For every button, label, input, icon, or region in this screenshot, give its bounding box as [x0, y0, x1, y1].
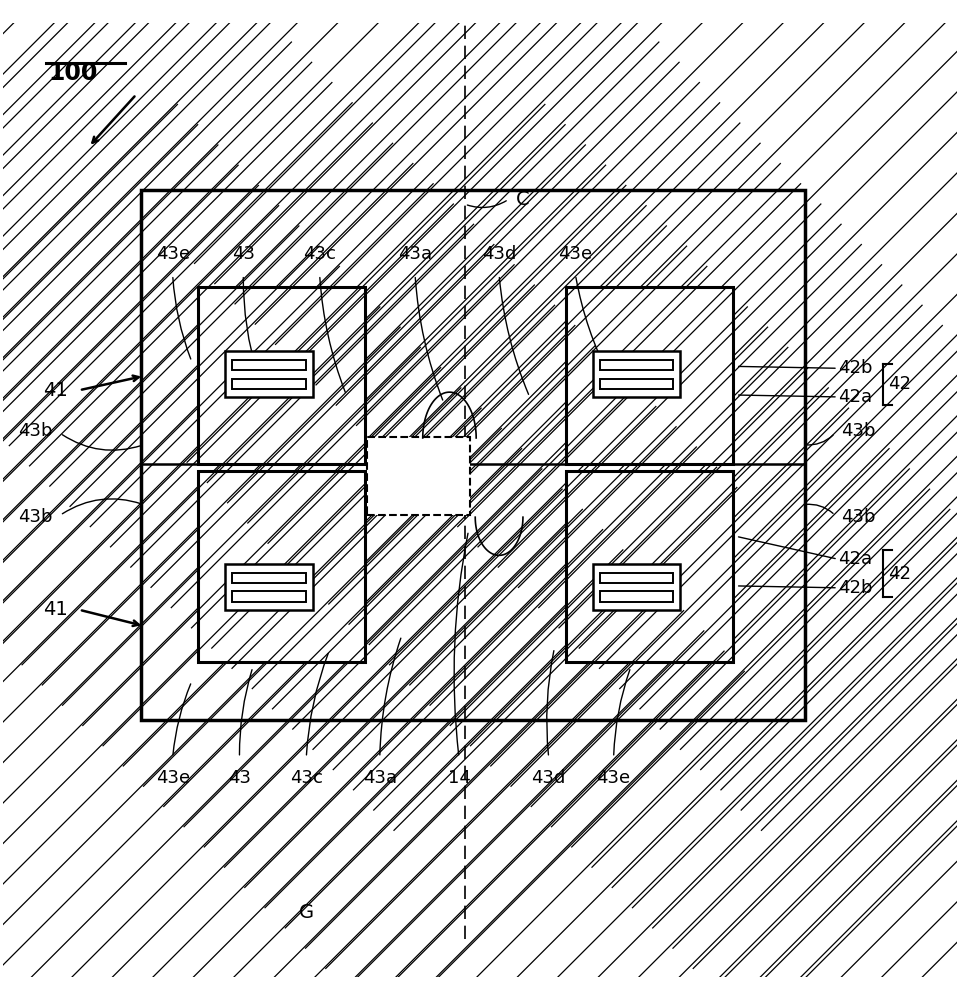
- Bar: [565, 287, 732, 464]
- Text: 43a: 43a: [398, 245, 432, 263]
- Bar: [141, 190, 804, 720]
- Text: 43e: 43e: [596, 769, 631, 787]
- Text: 43c: 43c: [290, 769, 323, 787]
- Text: 42a: 42a: [838, 388, 872, 406]
- Bar: [199, 287, 366, 464]
- Bar: [232, 360, 306, 370]
- Bar: [232, 379, 306, 389]
- Bar: [368, 437, 470, 515]
- Text: 42b: 42b: [838, 359, 873, 377]
- Text: 43d: 43d: [532, 769, 565, 787]
- Text: 42: 42: [889, 565, 911, 583]
- Bar: [600, 360, 673, 370]
- Text: 43b: 43b: [18, 422, 53, 440]
- Bar: [600, 573, 673, 583]
- Text: C: C: [516, 190, 530, 209]
- Text: 41: 41: [43, 381, 67, 400]
- Text: 43: 43: [231, 245, 254, 263]
- Text: 14: 14: [447, 769, 470, 787]
- Bar: [199, 287, 366, 464]
- Text: 41: 41: [43, 600, 67, 619]
- Text: 43: 43: [228, 769, 251, 787]
- Text: 43b: 43b: [841, 508, 876, 526]
- Bar: [141, 190, 804, 720]
- Bar: [600, 591, 673, 602]
- Bar: [232, 591, 306, 602]
- Text: 42: 42: [889, 375, 911, 393]
- Text: 43e: 43e: [559, 245, 592, 263]
- Bar: [592, 564, 681, 610]
- Bar: [226, 351, 313, 397]
- Bar: [592, 351, 681, 397]
- Bar: [565, 471, 732, 662]
- Text: 100: 100: [49, 61, 98, 85]
- Text: 43a: 43a: [363, 769, 396, 787]
- Bar: [199, 471, 366, 662]
- Text: 43e: 43e: [156, 769, 190, 787]
- Text: 43e: 43e: [156, 245, 190, 263]
- Text: 43c: 43c: [303, 245, 336, 263]
- Bar: [565, 287, 732, 464]
- Text: G: G: [299, 903, 314, 922]
- Bar: [226, 564, 313, 610]
- Text: 43d: 43d: [482, 245, 516, 263]
- Text: 42b: 42b: [838, 579, 873, 597]
- Bar: [600, 379, 673, 389]
- Text: 42a: 42a: [838, 550, 872, 568]
- Text: 43b: 43b: [841, 422, 876, 440]
- Bar: [232, 573, 306, 583]
- Text: 43b: 43b: [18, 508, 53, 526]
- Bar: [565, 471, 732, 662]
- Bar: [199, 471, 366, 662]
